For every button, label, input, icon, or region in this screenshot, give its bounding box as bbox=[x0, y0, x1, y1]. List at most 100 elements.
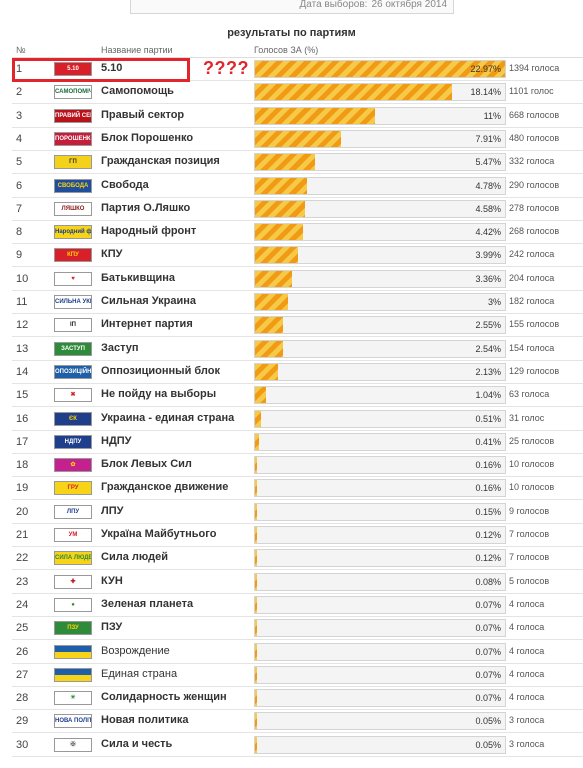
row-number: 15 bbox=[16, 389, 29, 402]
vote-bar bbox=[255, 596, 257, 613]
party-logo: ОПОЗИЦІЙНИЙ bbox=[45, 364, 101, 380]
party-row: 7 ЛЯШКО Партия О.Ляшко 4.58% 278 голосов bbox=[12, 198, 583, 221]
party-logo-text: ОПОЗИЦІЙНИЙ bbox=[54, 364, 92, 379]
vote-bar bbox=[255, 200, 305, 217]
party-logo: ЛПУ bbox=[45, 504, 101, 520]
row-divider bbox=[12, 80, 583, 81]
vote-percent-label: 0.07% bbox=[475, 669, 501, 680]
vote-percent-label: 0.07% bbox=[475, 693, 501, 704]
row-divider bbox=[12, 662, 583, 664]
vote-count: 268 голосов bbox=[509, 226, 560, 237]
row-divider bbox=[12, 336, 583, 338]
vote-bar-track: 0.16% bbox=[254, 456, 506, 475]
vote-bar-track: 22.97% bbox=[254, 60, 506, 78]
party-name: КПУ bbox=[101, 248, 123, 261]
vote-count: 278 голосов bbox=[509, 202, 560, 213]
party-logo bbox=[45, 644, 101, 660]
party-logo-text: ● bbox=[54, 597, 92, 612]
vote-count: 182 голоса bbox=[509, 296, 555, 306]
party-logo: СИЛЬНА УКРАЇНА bbox=[45, 294, 101, 310]
row-divider bbox=[12, 592, 583, 594]
election-date-box: Дата выборов: 26 октября 2014 bbox=[130, 0, 454, 14]
party-logo-text: ЛЯШКО bbox=[54, 201, 92, 216]
row-divider bbox=[12, 359, 583, 361]
vote-count: 332 голоса bbox=[509, 156, 555, 167]
vote-percent-label: 3.36% bbox=[475, 273, 501, 284]
vote-count: 3 голоса bbox=[509, 715, 545, 726]
row-divider bbox=[12, 406, 583, 408]
vote-bar bbox=[255, 387, 267, 404]
party-row: 5 ГП Гражданская позиция 5.47% 332 голоса bbox=[12, 151, 583, 175]
party-logo-text: ПЗУ bbox=[54, 621, 92, 636]
row-divider bbox=[12, 755, 583, 757]
vote-bar-track: 11% bbox=[254, 106, 506, 125]
vote-bar bbox=[255, 480, 257, 497]
party-logo: ПОРОШЕНКО bbox=[45, 131, 101, 147]
row-number: 3 bbox=[16, 109, 23, 122]
party-logo: ✖ bbox=[45, 387, 101, 403]
vote-percent-label: 0.08% bbox=[475, 576, 501, 587]
vote-bar bbox=[255, 177, 308, 194]
party-logo: ✠ bbox=[45, 737, 101, 753]
party-logo-text bbox=[54, 644, 92, 659]
vote-percent-label: 0.41% bbox=[475, 436, 501, 447]
party-name: Блок Порошенко bbox=[101, 131, 194, 144]
vote-bar bbox=[255, 294, 288, 310]
party-logo-text: УМ bbox=[54, 528, 92, 542]
party-name: Свобода bbox=[101, 178, 149, 191]
vote-bar bbox=[255, 713, 257, 730]
party-name: КУН bbox=[101, 574, 123, 587]
row-number: 14 bbox=[16, 365, 29, 378]
vote-percent-label: 18.14% bbox=[470, 87, 501, 98]
vote-percent-label: 5.47% bbox=[475, 157, 501, 168]
vote-count: 4 голоса bbox=[509, 645, 545, 656]
row-divider bbox=[12, 126, 583, 128]
party-logo: НОВА ПОЛІТИКА bbox=[45, 713, 101, 729]
party-name: Партия О.Ляшко bbox=[101, 201, 191, 214]
vote-bar-track: 2.55% bbox=[254, 316, 506, 335]
party-name: Гражданская позиция bbox=[101, 155, 220, 168]
row-divider bbox=[12, 149, 583, 151]
vote-percent-label: 2.54% bbox=[475, 343, 501, 354]
party-row: 11 СИЛЬНА УКРАЇНА Сильная Украина 3% 182 гол… bbox=[12, 291, 583, 314]
vote-count: 204 голоса bbox=[509, 272, 555, 283]
vote-bar-track: 1.04% bbox=[254, 386, 506, 405]
party-logo-text: ✿ bbox=[54, 458, 92, 473]
party-logo-text: ♥ bbox=[54, 271, 92, 286]
vote-bar bbox=[255, 503, 257, 520]
party-logo-text: САМОПОМІЧ bbox=[54, 85, 92, 100]
party-name: Сильная Украина bbox=[101, 295, 196, 307]
vote-count: 7 голосов bbox=[509, 529, 550, 539]
party-row: 21 УМ Україна Майбутнього 0.12% 7 голосов bbox=[12, 524, 583, 547]
vote-percent-label: 2.55% bbox=[475, 320, 501, 331]
party-logo-text: IП bbox=[54, 318, 92, 333]
vote-bar bbox=[255, 433, 260, 450]
vote-percent-label: 0.51% bbox=[475, 413, 501, 424]
party-logo-text: ПРАВИЙ СЕКТОР bbox=[54, 108, 92, 123]
vote-percent-label: 0.05% bbox=[475, 739, 501, 750]
party-name: Единая страна bbox=[101, 667, 178, 680]
party-logo: ПЗУ bbox=[45, 620, 101, 636]
vote-count: 155 голосов bbox=[509, 319, 560, 330]
election-date-value: 26 октября 2014 bbox=[371, 0, 447, 10]
vote-percent-label: 0.16% bbox=[475, 460, 501, 471]
vote-bar-track: 18.14% bbox=[254, 83, 506, 102]
vote-bar-track: 2.13% bbox=[254, 362, 506, 381]
row-number: 22 bbox=[16, 552, 29, 565]
vote-count: 25 голосов bbox=[509, 435, 555, 446]
vote-count: 480 голосов bbox=[509, 132, 560, 143]
party-logo-text: ✚ bbox=[54, 574, 92, 589]
vote-bar bbox=[255, 317, 283, 334]
party-logo-text: СИЛЬНА УКРАЇНА bbox=[54, 295, 92, 309]
party-row: 28 ☀ Солидарность женщин 0.07% 4 голоса bbox=[12, 687, 583, 711]
party-logo: ● bbox=[45, 597, 101, 613]
party-logo: IП bbox=[45, 317, 101, 333]
party-row: 14 ОПОЗИЦІЙНИЙ Оппозиционный блок 2.13% 129 … bbox=[12, 361, 583, 384]
vote-bar-track: 4.78% bbox=[254, 176, 506, 195]
vote-count: 1394 голоса bbox=[509, 63, 560, 73]
vote-bar bbox=[255, 620, 257, 637]
row-divider bbox=[12, 429, 583, 431]
row-divider bbox=[12, 615, 583, 617]
vote-count: 31 голос bbox=[509, 412, 545, 423]
row-divider bbox=[12, 499, 583, 501]
